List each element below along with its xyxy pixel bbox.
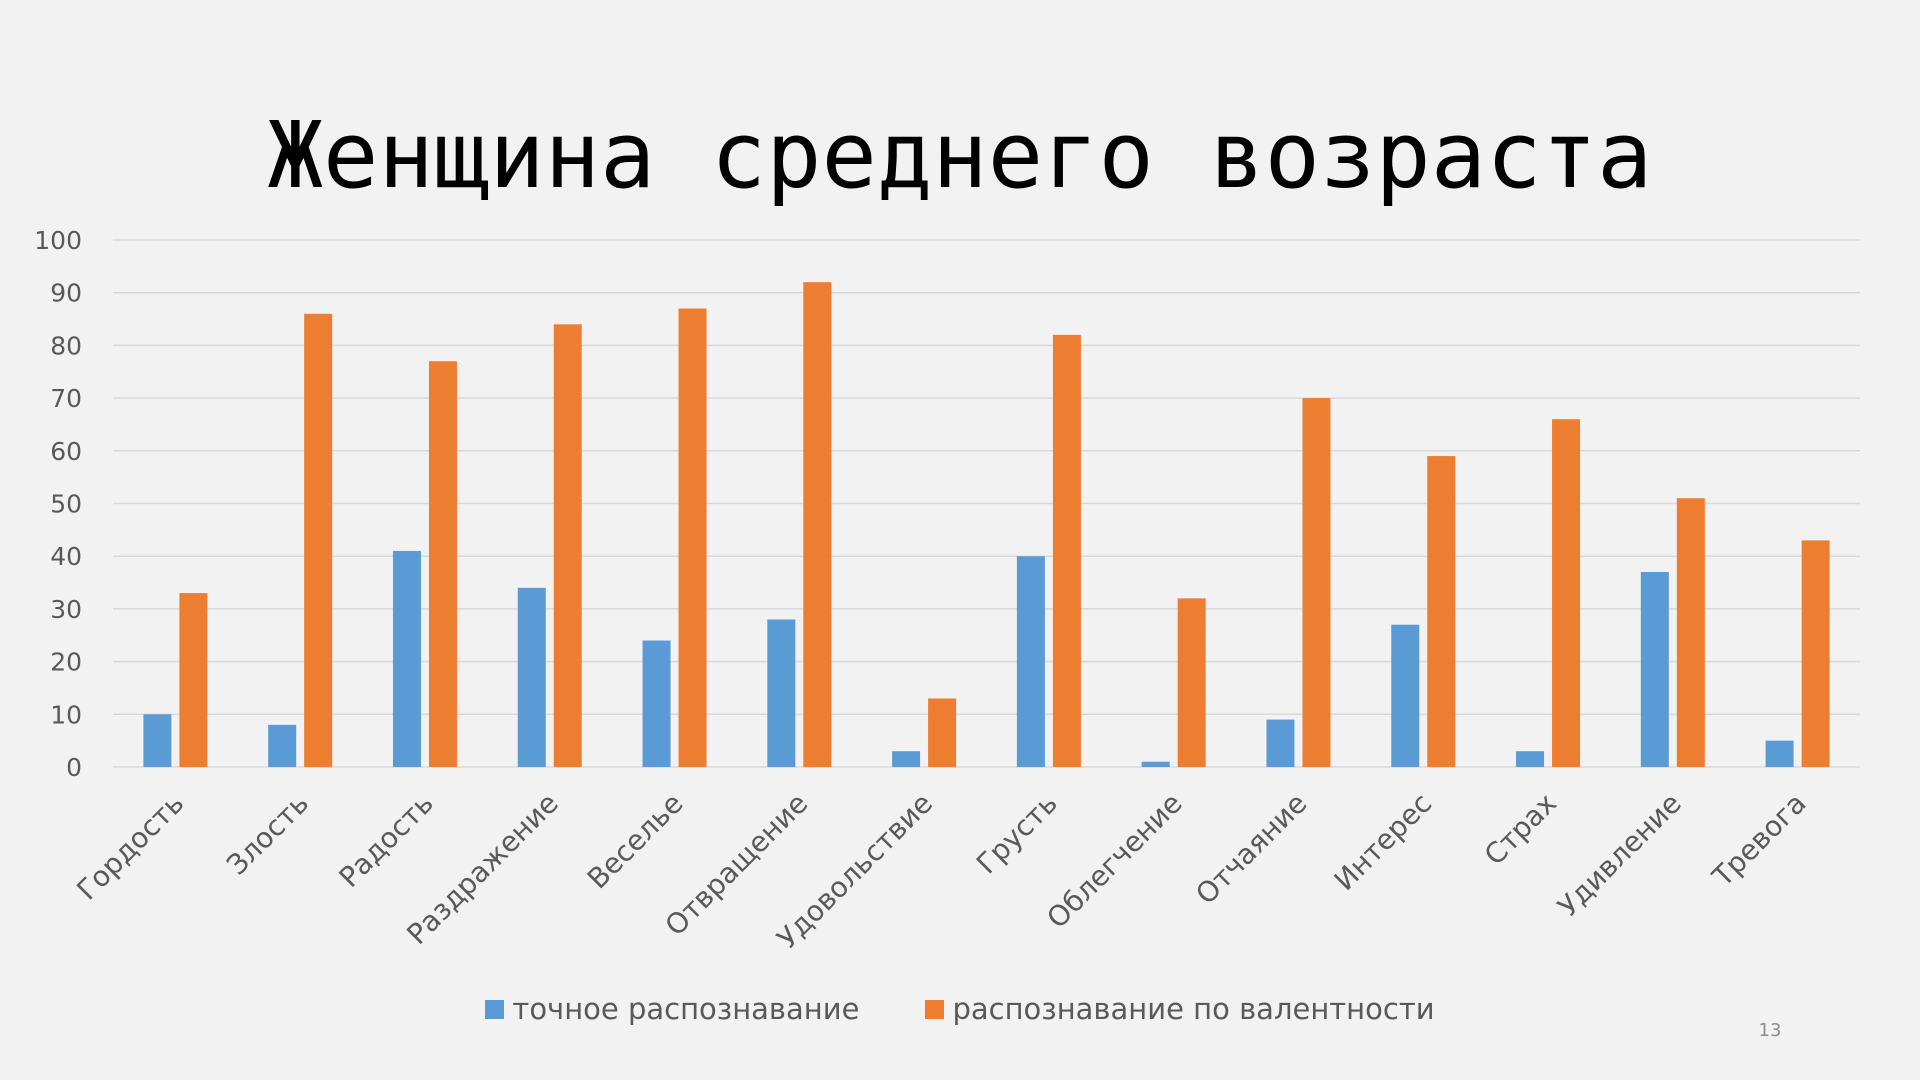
x-tick-label: Гордость (70, 787, 190, 907)
page-number: 13 (1740, 1020, 1800, 1041)
legend-item-series-1: точное распознавание (485, 992, 859, 1026)
x-tick-label: Веселье (581, 787, 690, 896)
bar-series-1 (1641, 572, 1669, 767)
x-tick-label: Отчаяние (1189, 787, 1313, 911)
bar-series-2 (429, 361, 457, 767)
bar-series-1 (143, 714, 171, 767)
bar-series-2 (554, 324, 582, 767)
bar-series-2 (928, 698, 956, 767)
x-tick-label: Тревога (1705, 787, 1812, 894)
bar-series-1 (1766, 741, 1794, 767)
y-tick-label: 100 (34, 226, 82, 255)
y-tick-label: 90 (50, 279, 82, 308)
y-tick-label: 70 (50, 384, 82, 413)
bar-series-1 (393, 551, 421, 767)
y-tick-label: 80 (50, 331, 82, 360)
chart-legend: точное распознавание распознавание по ва… (0, 992, 1920, 1026)
bar-series-2 (679, 309, 707, 767)
bar-series-2 (1677, 498, 1705, 767)
y-tick-label: 60 (50, 437, 82, 466)
y-tick-label: 30 (50, 595, 82, 624)
bar-series-2 (803, 282, 831, 767)
y-tick-label: 50 (50, 490, 82, 519)
bar-series-1 (767, 619, 795, 767)
x-tick-label: Грусть (970, 787, 1064, 881)
x-tick-label: Интерес (1328, 787, 1438, 897)
legend-label-series-2: распознавание по валентности (952, 992, 1434, 1026)
bar-series-1 (268, 725, 296, 767)
bar-series-2 (1802, 540, 1830, 767)
bar-series-1 (643, 641, 671, 767)
bar-series-1 (892, 751, 920, 767)
x-tick-label: Злость (220, 787, 315, 882)
bar-series-1 (1142, 762, 1170, 767)
bar-series-1 (1266, 720, 1294, 767)
bar-series-2 (1053, 335, 1081, 767)
legend-label-series-1: точное распознавание (512, 992, 859, 1026)
bar-series-2 (1178, 598, 1206, 767)
bar-series-1 (1391, 625, 1419, 767)
x-tick-label: Удивление (1551, 787, 1687, 923)
bar-series-2 (304, 314, 332, 767)
legend-swatch-series-2 (925, 1000, 944, 1019)
bar-series-2 (1427, 456, 1455, 767)
bar-series-2 (179, 593, 207, 767)
x-tick-label: Радость (333, 787, 440, 894)
y-tick-label: 40 (50, 542, 82, 571)
bar-series-1 (1516, 751, 1544, 767)
bar-series-1 (1017, 556, 1045, 767)
x-tick-label: Страх (1478, 787, 1563, 872)
y-tick-label: 20 (50, 648, 82, 677)
legend-item-series-2: распознавание по валентности (925, 992, 1434, 1026)
y-tick-label: 0 (66, 753, 82, 782)
bar-series-1 (518, 588, 546, 767)
bar-series-2 (1302, 398, 1330, 767)
y-tick-label: 10 (50, 700, 82, 729)
bar-series-2 (1552, 419, 1580, 767)
legend-swatch-series-1 (485, 1000, 504, 1019)
